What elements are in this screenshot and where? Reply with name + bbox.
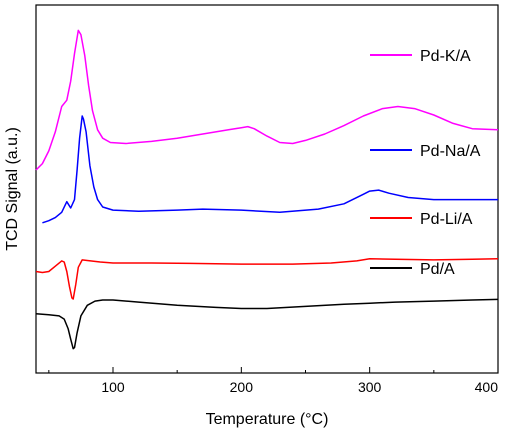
x-tick-label: 300 bbox=[358, 379, 382, 395]
plot-frame bbox=[35, 4, 499, 374]
x-axis-ticks: 100 200 300 400 bbox=[48, 367, 499, 395]
x-tick-label: 100 bbox=[101, 379, 125, 395]
series-line-pd-li-a bbox=[35, 258, 499, 300]
legend-label: Pd/A bbox=[420, 261, 455, 278]
x-tick-label: 200 bbox=[230, 379, 254, 395]
legend-label: Pd-Na/A bbox=[420, 143, 481, 160]
series-line-pd-a bbox=[35, 298, 499, 350]
series-line-pd-na-a bbox=[42, 115, 498, 224]
legend-label: Pd-K/A bbox=[420, 48, 471, 65]
legend: Pd-K/A Pd-Na/A Pd-Li/A Pd/A bbox=[370, 48, 481, 278]
curves-group bbox=[35, 29, 499, 350]
y-axis-title: TCD Signal (a.u.) bbox=[4, 127, 21, 251]
legend-label: Pd-Li/A bbox=[420, 211, 473, 228]
series-line-pd-k-a bbox=[35, 29, 499, 171]
x-axis-title: Temperature (°C) bbox=[206, 411, 329, 428]
x-tick-label: 400 bbox=[475, 379, 499, 395]
